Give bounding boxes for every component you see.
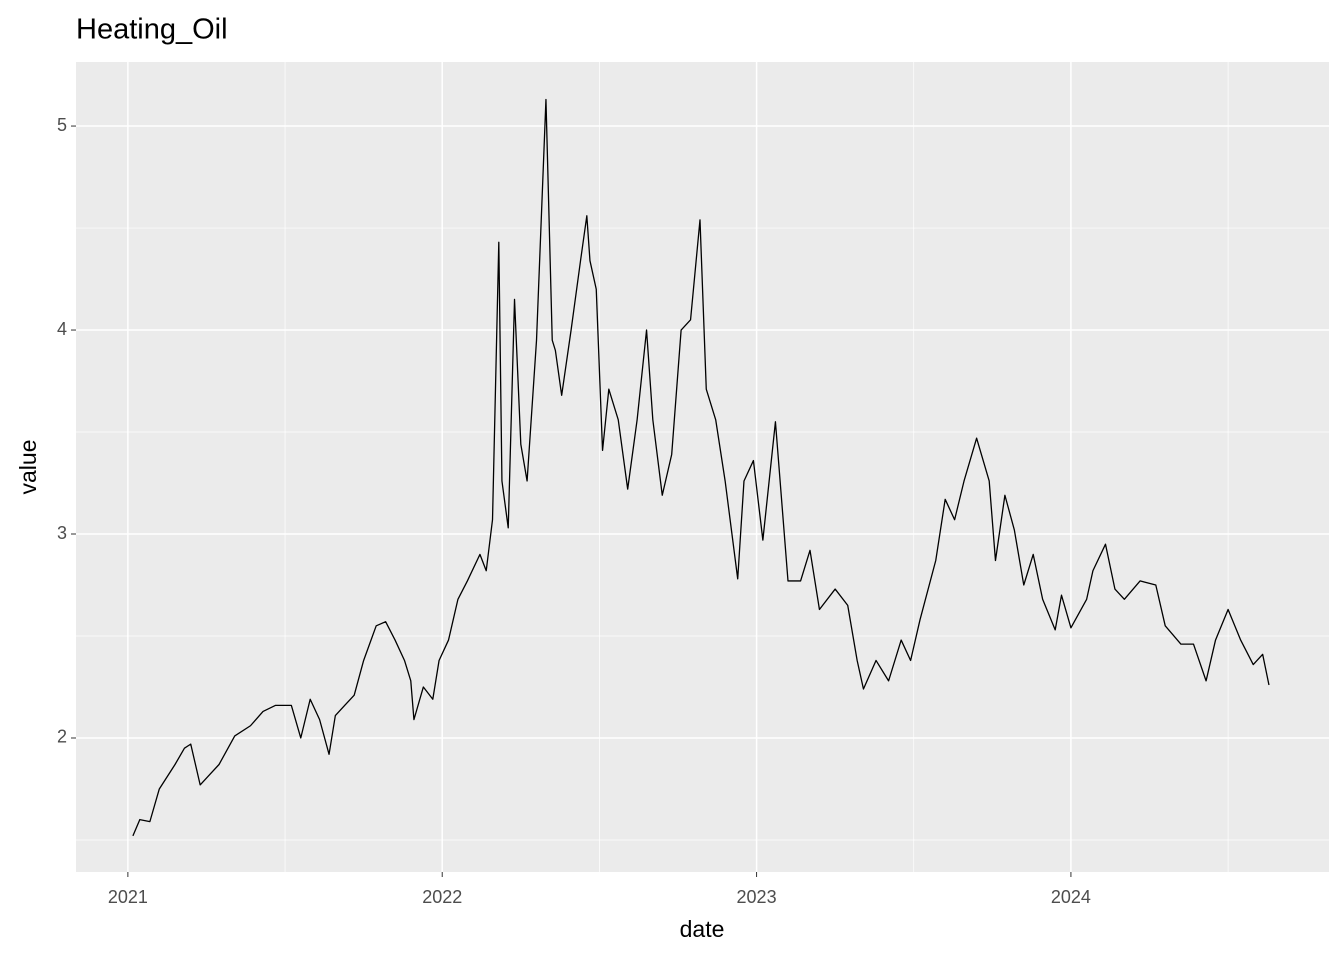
- y-tick-label: 4: [57, 319, 67, 339]
- chart-title: Heating_Oil: [76, 14, 228, 46]
- y-tick-label: 3: [57, 523, 67, 543]
- line-series: [132, 98, 1270, 837]
- x-tick-label: 2023: [737, 887, 777, 907]
- y-axis-title: value: [15, 440, 41, 495]
- x-tick-label: 2024: [1051, 887, 1091, 907]
- x-tick-label: 2021: [108, 887, 148, 907]
- y-tick-label: 2: [57, 727, 67, 747]
- panel: [76, 62, 1329, 872]
- y-tick-label: 5: [57, 115, 67, 135]
- x-tick-label: 2022: [422, 887, 462, 907]
- x-axis-title: date: [680, 916, 725, 942]
